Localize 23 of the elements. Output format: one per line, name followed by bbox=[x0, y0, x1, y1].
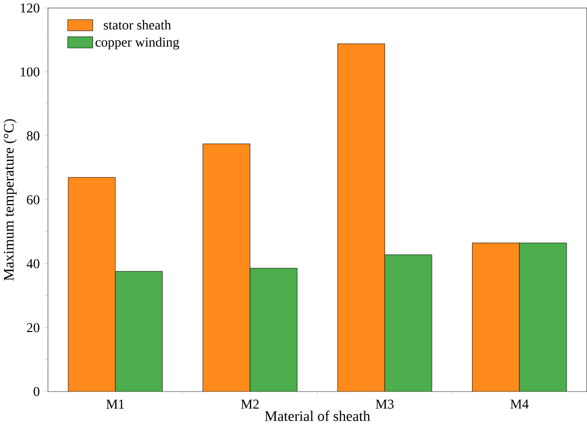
bar bbox=[338, 44, 385, 392]
y-tick-label: 0 bbox=[34, 387, 40, 396]
bar bbox=[202, 144, 250, 392]
x-axis-title: Material of sheath bbox=[264, 410, 370, 422]
y-tick-label: 60 bbox=[26, 195, 40, 205]
x-tick-label: M4 bbox=[510, 400, 529, 409]
x-tick-label: M3 bbox=[376, 400, 394, 409]
bar bbox=[68, 177, 116, 392]
x-tick-label: M2 bbox=[241, 400, 259, 409]
bar bbox=[472, 242, 520, 392]
y-tick-label: 20 bbox=[26, 323, 40, 332]
legend-label: copper winding bbox=[96, 37, 180, 50]
x-tick-label: M1 bbox=[106, 400, 124, 409]
y-tick-label: 100 bbox=[20, 68, 40, 77]
y-tick-label: 40 bbox=[26, 259, 40, 269]
y-axis-title: Maximum temperature (°C) bbox=[3, 119, 17, 281]
bar bbox=[519, 242, 567, 392]
legend-label: stator sheath bbox=[104, 20, 171, 30]
y-tick-label: 80 bbox=[26, 132, 40, 141]
bar bbox=[115, 271, 163, 392]
bar bbox=[250, 268, 298, 392]
y-tick-label: 120 bbox=[20, 4, 40, 13]
bar bbox=[384, 255, 432, 392]
